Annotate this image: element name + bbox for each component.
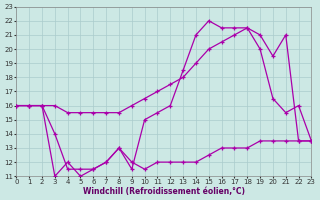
X-axis label: Windchill (Refroidissement éolien,°C): Windchill (Refroidissement éolien,°C) <box>83 187 245 196</box>
